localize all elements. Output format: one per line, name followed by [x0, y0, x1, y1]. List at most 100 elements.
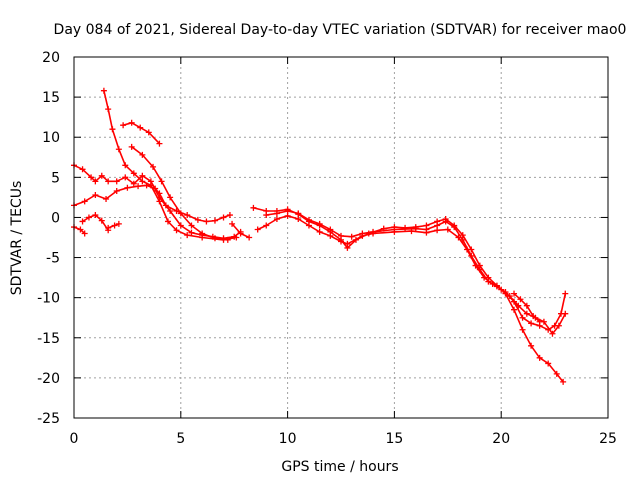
data-point [92, 191, 99, 198]
data-point [246, 234, 253, 241]
data-point [79, 218, 86, 225]
data-point [338, 232, 344, 239]
data-point [81, 230, 88, 237]
data-point [545, 326, 552, 333]
data-point [391, 226, 398, 233]
data-point [233, 234, 240, 241]
data-point [164, 218, 171, 225]
data-point [295, 216, 302, 223]
data-point [545, 360, 552, 367]
data-point [105, 224, 112, 231]
series-s3 [105, 220, 122, 231]
data-point [113, 178, 120, 185]
data-point [194, 216, 201, 223]
data-point [211, 217, 218, 224]
data-point [370, 228, 377, 235]
data-point [167, 194, 174, 201]
data-point [113, 187, 120, 194]
data-point [120, 122, 127, 129]
grid-lines [74, 57, 608, 418]
data-point [284, 208, 291, 215]
data-point [423, 226, 430, 233]
y-tick-label: -10 [37, 291, 60, 307]
data-point [344, 240, 351, 247]
data-point [536, 318, 543, 325]
data-point [88, 174, 95, 181]
data-point [523, 302, 530, 309]
y-tick-label: -5 [46, 251, 60, 267]
data-point [511, 298, 518, 305]
data-point [199, 230, 206, 237]
data-point [173, 227, 180, 234]
x-tick-label: 0 [70, 431, 79, 447]
data-point [558, 310, 565, 317]
data-point [536, 354, 543, 361]
data-point [184, 212, 191, 219]
y-tick-label: 5 [51, 170, 60, 186]
data-point [434, 222, 441, 229]
data-point [139, 151, 146, 158]
plot-frame [73, 56, 609, 419]
data-point [85, 214, 92, 221]
data-point [122, 174, 129, 181]
data-point [220, 214, 227, 221]
data-point [229, 220, 236, 227]
data-point [92, 178, 99, 185]
data-point [177, 210, 184, 217]
data-point [348, 233, 355, 240]
data-point [128, 143, 135, 150]
data-point [553, 370, 560, 377]
data-point [273, 216, 280, 223]
data-point [468, 252, 475, 259]
data-point [305, 222, 312, 229]
data-point [145, 129, 152, 136]
data-point [158, 178, 165, 185]
data-point [224, 236, 231, 243]
chart-title: Day 084 of 2021, Sidereal Day-to-day VTE… [54, 22, 627, 38]
x-axis-label: GPS time / hours [281, 459, 398, 475]
data-point [100, 87, 107, 94]
data-point [226, 212, 233, 219]
series-s2 [79, 212, 112, 234]
data-point [442, 218, 449, 225]
data-point [237, 230, 244, 237]
y-tick-label: -15 [37, 331, 60, 347]
data-point [517, 296, 524, 303]
data-point [263, 222, 270, 229]
data-point [139, 178, 146, 185]
x-tick-label: 5 [176, 431, 185, 447]
data-point [188, 229, 195, 236]
data-point [92, 212, 99, 219]
x-tick-label: 20 [492, 431, 510, 447]
data-point [451, 224, 458, 231]
data-point [359, 230, 366, 237]
data-series [71, 87, 569, 385]
x-tick-label: 10 [279, 431, 297, 447]
data-point [128, 119, 135, 126]
data-point [254, 226, 261, 233]
data-point [551, 322, 558, 329]
data-point [115, 220, 122, 227]
data-point [139, 172, 146, 179]
y-tick-label: -25 [37, 411, 60, 427]
data-point [137, 124, 144, 131]
data-point [147, 182, 154, 189]
data-point [511, 306, 518, 313]
data-point [130, 180, 137, 187]
data-point [250, 204, 257, 211]
data-point [79, 166, 86, 173]
data-point [211, 235, 218, 242]
data-point [122, 162, 129, 169]
data-point [273, 210, 280, 217]
data-point [327, 226, 334, 233]
data-point [549, 330, 556, 337]
data-point [444, 226, 451, 233]
x-tick-label: 15 [385, 431, 403, 447]
data-point [327, 232, 334, 239]
y-tick-label: 0 [51, 210, 60, 226]
data-point [156, 198, 163, 205]
data-point [263, 212, 270, 219]
axis-ticks: 0 5 10 15 20 25 -25 -20 -15 -10 -5 0 5 10 15 20 [37, 50, 617, 447]
data-point [528, 342, 535, 349]
